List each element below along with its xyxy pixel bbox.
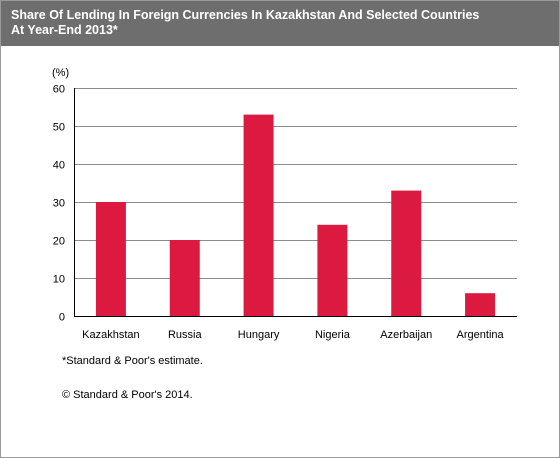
y-axis-unit-label: (%) [52, 67, 69, 79]
x-tick-label: Hungary [238, 329, 280, 341]
chart-title-line-1: Share Of Lending In Foreign Currencies I… [11, 8, 480, 22]
y-tick-label: 30 [53, 198, 65, 210]
chart-title-line-2: At Year-End 2013* [11, 23, 118, 37]
bar-kazakhstan [95, 202, 126, 316]
footnote: *Standard & Poor's estimate. [62, 355, 203, 367]
y-tick-label: 20 [53, 236, 65, 248]
title-bar: Share Of Lending In Foreign Currencies I… [1, 1, 559, 46]
copyright: © Standard & Poor's 2014. [62, 389, 193, 401]
y-tick-label: 60 [53, 84, 65, 96]
y-tick-label: 40 [53, 160, 65, 172]
y-tick-label: 50 [53, 122, 65, 134]
x-tick-label: Russia [168, 329, 203, 341]
y-tick-label: 10 [53, 274, 65, 286]
x-tick-label: Azerbaijan [380, 329, 432, 341]
bar-argentina [465, 293, 496, 316]
bar-nigeria [317, 224, 348, 316]
x-tick-label: Argentina [457, 329, 505, 341]
x-tick-label: Kazakhstan [82, 329, 139, 341]
x-tick-label: Nigeria [315, 329, 351, 341]
bar-russia [169, 240, 200, 316]
bar-hungary [243, 114, 274, 316]
bar-azerbaijan [391, 190, 422, 316]
chart-title: Share Of Lending In Foreign Currencies I… [11, 8, 551, 38]
y-tick-label: 0 [59, 312, 65, 324]
